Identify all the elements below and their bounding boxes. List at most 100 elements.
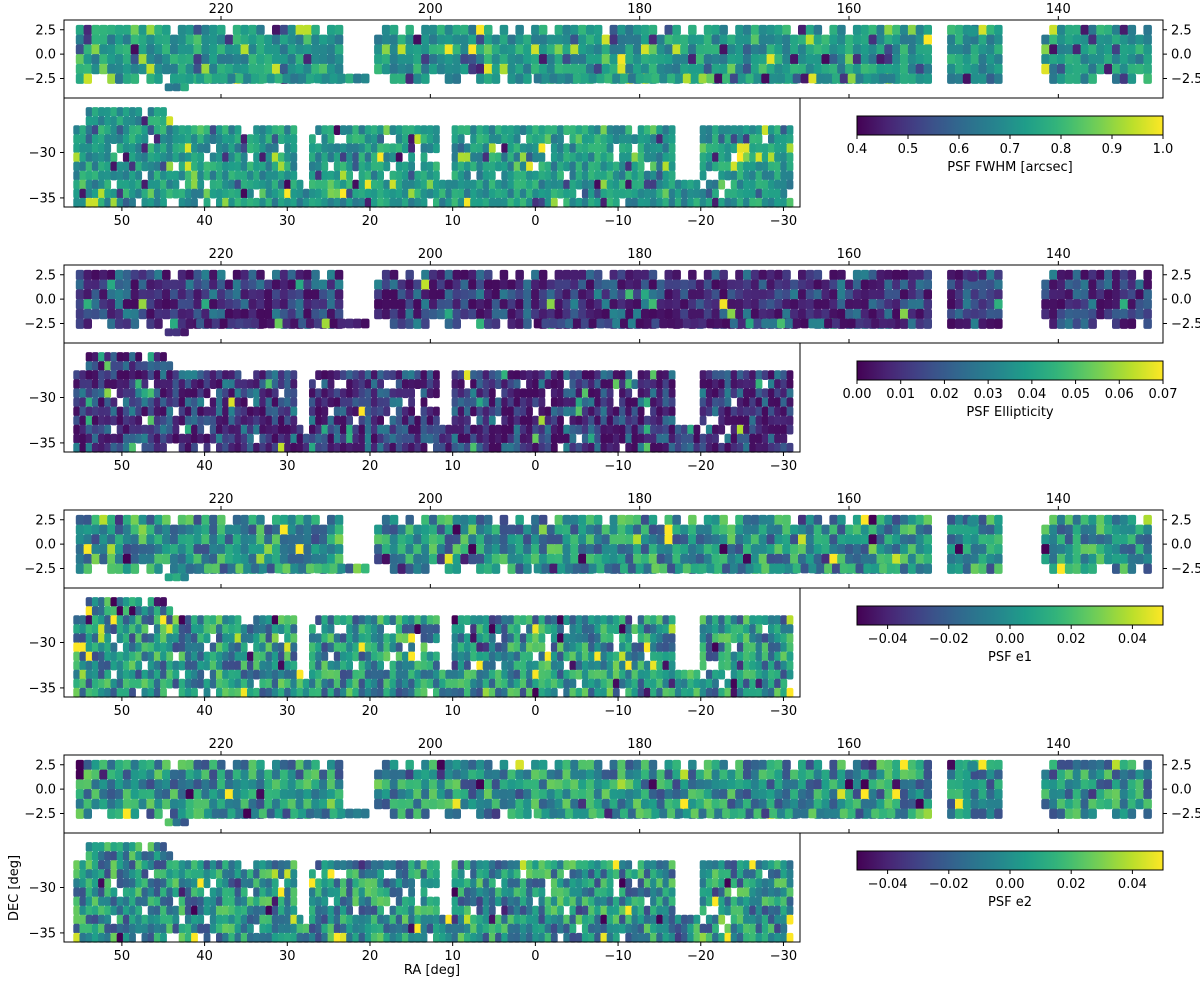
north-cell — [907, 34, 917, 45]
north-cell — [130, 44, 140, 55]
north-cell — [499, 524, 509, 535]
north-cell — [758, 279, 768, 290]
south-cell — [736, 197, 744, 208]
north-cell — [476, 44, 485, 55]
north-cell — [272, 44, 281, 55]
south-cell — [662, 415, 670, 426]
south-cell — [141, 606, 149, 616]
north-cell — [476, 524, 485, 535]
north-cell — [680, 44, 689, 55]
south-cell — [408, 415, 415, 426]
south-cell — [172, 170, 180, 181]
south-cell — [656, 161, 664, 172]
south-cell — [79, 642, 87, 653]
south-cell — [346, 161, 353, 172]
south-cell — [451, 442, 459, 453]
north-cell — [601, 544, 611, 555]
north-cell — [211, 318, 221, 329]
north-cell — [546, 544, 556, 555]
north-cell — [306, 563, 315, 574]
south-cell — [513, 188, 521, 199]
south-cell — [253, 615, 260, 625]
north-cell — [211, 73, 221, 84]
south-cell — [315, 143, 322, 154]
south-cell — [780, 433, 788, 444]
south-cell — [557, 188, 564, 199]
south-cell — [352, 379, 360, 389]
south-cell — [699, 615, 707, 625]
south-cell — [656, 651, 664, 662]
north-cell — [154, 544, 163, 555]
south-xtick-label: −30 — [770, 459, 797, 474]
south-cell — [333, 433, 341, 444]
south-cell — [73, 624, 81, 634]
north-cell — [1057, 24, 1066, 36]
north-cell — [868, 44, 878, 55]
south-cell — [228, 660, 236, 671]
north-cell — [907, 279, 917, 290]
north-cell — [774, 279, 783, 290]
north-cell — [405, 318, 414, 329]
north-cell — [978, 34, 987, 45]
north-cell — [185, 289, 195, 300]
south-cell — [234, 660, 242, 671]
south-cell — [736, 152, 744, 163]
south-cell — [346, 370, 353, 380]
south-cell — [643, 424, 651, 435]
north-cell — [1064, 44, 1074, 55]
north-cell — [196, 563, 205, 574]
south-cell — [507, 642, 515, 653]
south-cell — [693, 197, 701, 208]
south-cell — [588, 170, 595, 181]
south-cell — [110, 651, 118, 662]
north-cell — [170, 524, 179, 535]
south-cell — [383, 125, 391, 135]
north-cell — [601, 553, 611, 565]
colorbar — [856, 360, 1164, 381]
north-cell — [855, 73, 864, 84]
south-cell — [526, 134, 533, 144]
north-cell — [876, 299, 885, 310]
south-cell — [736, 125, 744, 135]
south-cell — [147, 642, 155, 653]
north-cell — [122, 279, 132, 290]
south-cell — [333, 633, 341, 644]
south-cell — [278, 179, 285, 190]
north-cell — [75, 514, 85, 526]
north-cell — [303, 63, 312, 75]
north-cell — [837, 44, 846, 55]
south-cell — [340, 442, 347, 453]
north-cell — [436, 524, 446, 535]
south-cell — [786, 624, 794, 634]
south-cell — [234, 125, 242, 135]
south-cell — [544, 188, 552, 199]
north-cell — [947, 24, 956, 36]
north-cell — [452, 63, 461, 75]
south-cell — [377, 188, 384, 199]
south-cell — [203, 388, 211, 399]
south-cell — [712, 125, 719, 135]
south-cell — [178, 442, 186, 453]
north-cell — [758, 44, 768, 55]
south-cell — [631, 379, 639, 389]
south-cell — [73, 170, 81, 181]
south-cell — [488, 406, 496, 417]
south-cell — [284, 197, 291, 208]
south-cell — [197, 624, 205, 634]
south-cell — [755, 188, 763, 199]
north-cell — [609, 553, 618, 565]
north-cell — [907, 269, 917, 281]
south-cell — [104, 415, 112, 426]
south-cell — [166, 606, 174, 616]
south-cell — [290, 170, 298, 181]
south-cell — [668, 143, 676, 154]
south-cell — [451, 433, 459, 444]
north-cell — [766, 299, 776, 310]
south-cell — [761, 433, 769, 444]
north-cell — [217, 44, 226, 55]
south-cell — [222, 152, 229, 163]
south-cell — [538, 188, 546, 199]
south-cell — [85, 424, 93, 435]
south-cell — [284, 179, 291, 190]
north-cell — [805, 524, 815, 535]
